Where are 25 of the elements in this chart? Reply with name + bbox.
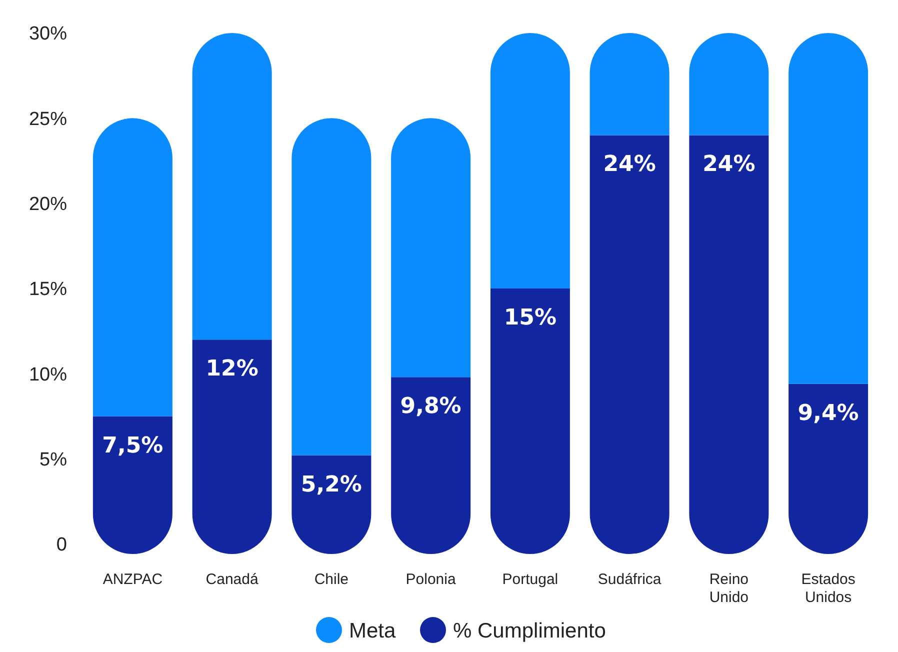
data-label: 7,5% xyxy=(102,433,164,458)
y-tick-label: 15% xyxy=(28,279,68,300)
data-label: 24% xyxy=(702,152,756,178)
y-tick-label: 10% xyxy=(28,364,68,386)
x-tick-label: Portugal xyxy=(502,571,558,588)
x-tick-label: Reino Unido xyxy=(709,571,749,606)
data-label: 9,4% xyxy=(798,400,859,426)
data-label: 5,2% xyxy=(300,472,362,498)
y-tick-label: 0 xyxy=(56,534,67,556)
data-label: 9,8% xyxy=(400,394,462,420)
data-label: 24% xyxy=(603,152,656,178)
legend-label: % Cumplimiento xyxy=(453,619,606,642)
x-tick-label: Polonia xyxy=(406,571,456,588)
y-tick-label: 25% xyxy=(28,108,68,130)
data-label: 15% xyxy=(504,306,557,330)
y-tick-label: 5% xyxy=(40,449,68,470)
legend-label: Meta xyxy=(349,619,396,642)
x-tick-label: Sudáfrica xyxy=(598,571,662,588)
x-tick-label: Canadá xyxy=(206,571,259,588)
x-tick-label: ANZPAC xyxy=(102,571,163,588)
y-tick-label: 20% xyxy=(28,194,68,215)
y-tick-label: 30% xyxy=(28,24,68,45)
x-tick-label: Chile xyxy=(314,571,349,588)
x-tick-label: Estados Unidos xyxy=(801,571,856,606)
data-label: 12% xyxy=(206,356,258,382)
